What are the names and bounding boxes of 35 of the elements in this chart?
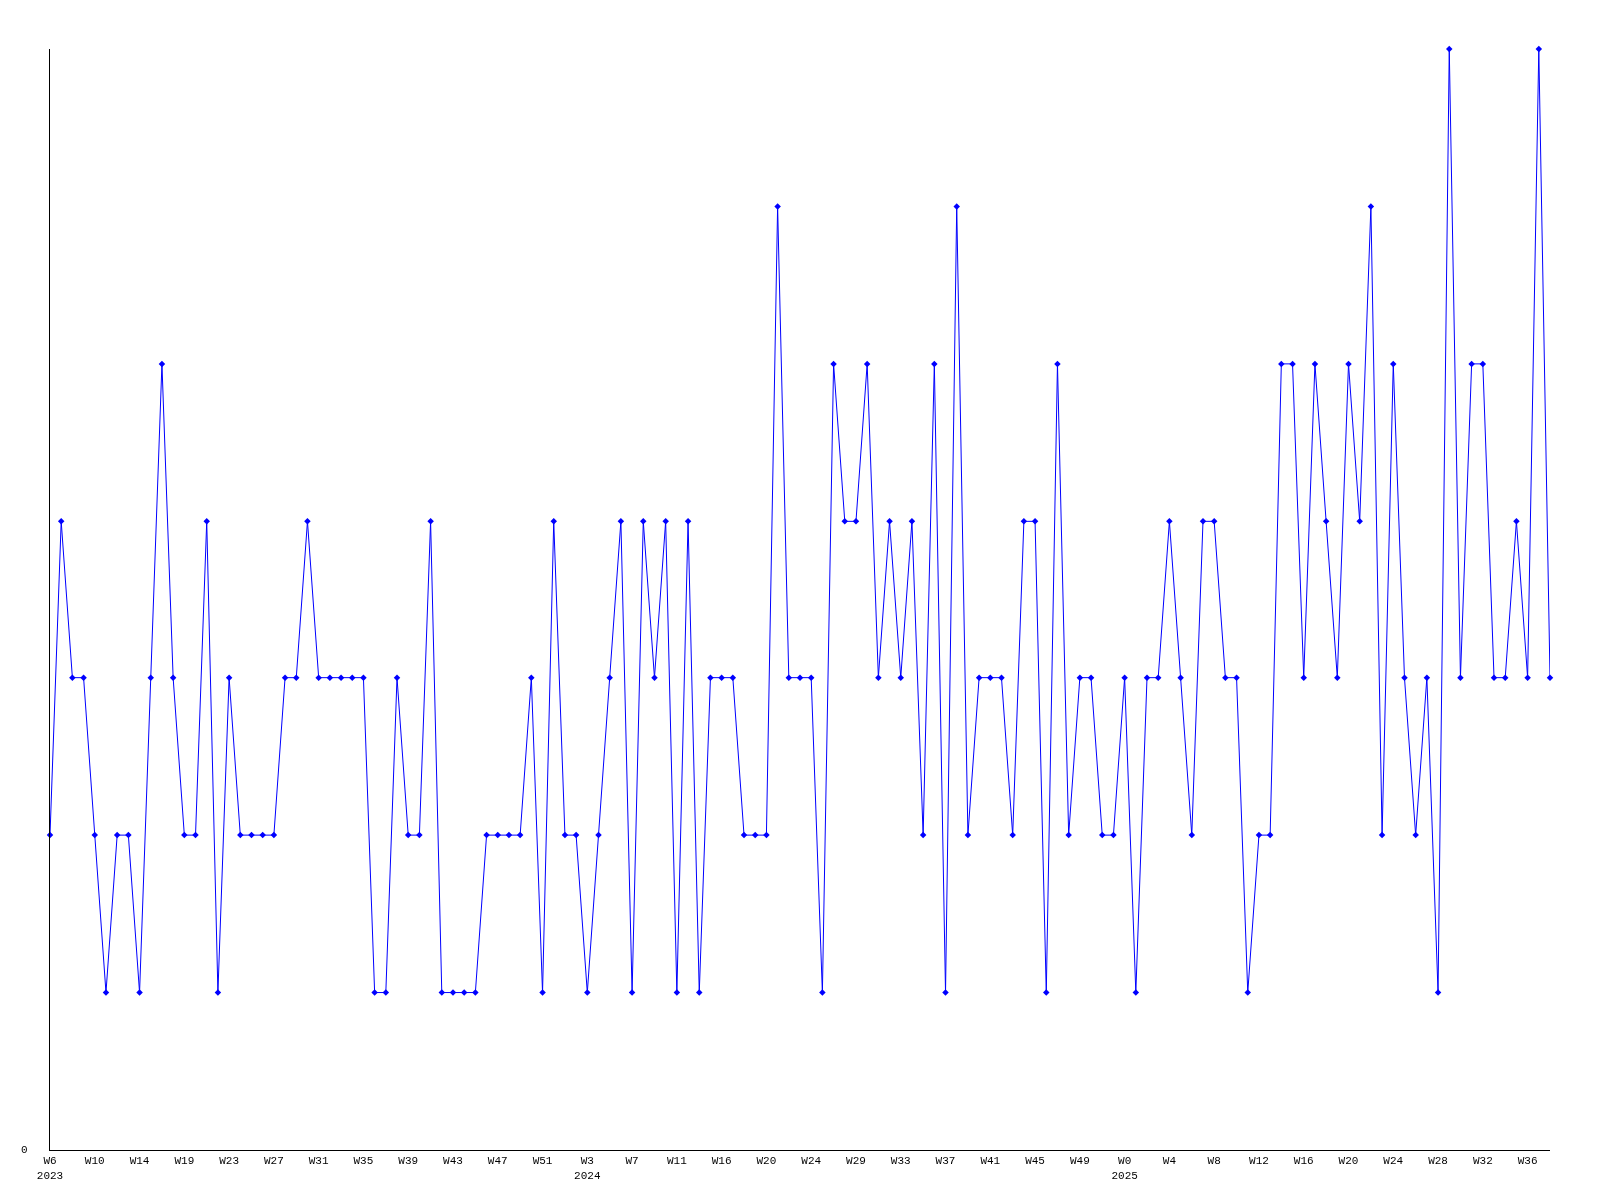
x-tick-label: W0 2025 [1111, 1155, 1138, 1182]
x-tick-label: W23 [219, 1155, 240, 1168]
x-tick-label: W6 2023 [36, 1155, 64, 1182]
x-tick-label: W10 [84, 1155, 105, 1168]
x-tick-label: W41 [980, 1155, 1001, 1168]
x-tick-label: W24 [1383, 1155, 1404, 1168]
x-tick-label: W49 [1069, 1155, 1090, 1168]
x-tick-label: W43 [443, 1155, 463, 1168]
x-tick-label: W14 [129, 1155, 150, 1168]
x-tick-label: W4 [1162, 1155, 1177, 1168]
x-tick-label: W11 [666, 1155, 688, 1168]
x-tick-label: W20 [756, 1155, 777, 1168]
x-tick-label: W36 [1517, 1155, 1538, 1168]
text: 0 [21, 1144, 28, 1156]
x-tick-label: W20 [1338, 1155, 1359, 1168]
x-tick-label: W35 [353, 1155, 374, 1168]
x-tick-label: W31 [308, 1155, 329, 1168]
x-tick-label: W51 [532, 1155, 553, 1168]
x-tick-label: W19 [174, 1155, 195, 1168]
x-tick-label: W24 [801, 1155, 822, 1168]
x-tick-label: W33 [890, 1155, 911, 1168]
x-tick-label: W39 [398, 1155, 419, 1168]
x-tick-label: W47 [487, 1155, 508, 1168]
x-tick-label: W28 [1428, 1155, 1448, 1168]
x-tick-label: W8 [1207, 1155, 1221, 1168]
x-tick-label: W3 2024 [574, 1155, 601, 1182]
x-tick-label: W16 [711, 1155, 732, 1168]
x-tick-label: W29 [846, 1155, 866, 1168]
x-tick-label: W7 [625, 1155, 639, 1168]
x-tick-label: W12 [1249, 1155, 1269, 1168]
x-tick-label: W27 [263, 1155, 284, 1168]
x-tick-label: W45 [1025, 1155, 1045, 1168]
x-tick-label: W16 [1293, 1155, 1314, 1168]
x-tick-label: W37 [935, 1155, 956, 1168]
x-tick-label: W32 [1472, 1155, 1493, 1168]
